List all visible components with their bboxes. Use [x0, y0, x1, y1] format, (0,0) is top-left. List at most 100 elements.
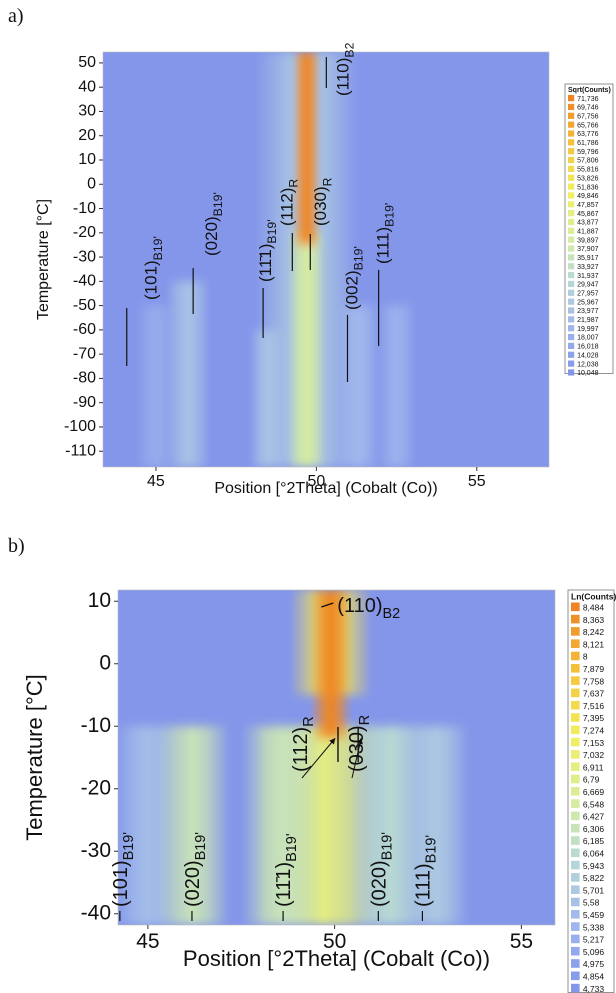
- peak-label-sub: B2: [342, 42, 356, 57]
- peak-label-text: (112): [290, 727, 312, 772]
- colorbar-label: 45,867: [577, 211, 599, 218]
- arrow: [351, 737, 363, 779]
- colorbar-swatch: [571, 688, 580, 698]
- y-tick-label: -90: [73, 394, 96, 411]
- colorbar-label: 6,064: [583, 848, 605, 858]
- x-axis-title: Position [°2Theta] (Cobalt (Co)): [214, 480, 437, 497]
- y-tick-label: -100: [64, 418, 96, 435]
- colorbar-swatch: [568, 218, 575, 226]
- colorbar-label: 61,786: [577, 140, 599, 147]
- peak-label-sub: B2: [383, 606, 401, 622]
- peak-label-sub: B19': [265, 219, 279, 243]
- colorbar-swatch: [571, 959, 580, 968]
- colorbar-swatch: [568, 325, 575, 332]
- colorbar-label: 12,038: [577, 361, 599, 368]
- panel-label: a): [8, 5, 24, 27]
- colorbar-label: 37,907: [577, 246, 599, 253]
- peak: [155, 726, 231, 925]
- colorbar-label: 27,957: [577, 290, 599, 297]
- colorbar-label: 7,274: [583, 725, 605, 735]
- peak-label-sub: R: [301, 716, 317, 726]
- peak-label: (020)B19': [202, 192, 225, 256]
- x-tick-label: 45: [136, 930, 159, 953]
- y-tick-label: 20: [78, 127, 96, 144]
- peak-label-sub: B19': [193, 832, 209, 861]
- colorbar-swatch: [568, 342, 575, 349]
- peak: [287, 232, 326, 467]
- peaks: [136, 52, 416, 467]
- colorbar-swatch: [571, 823, 580, 833]
- colorbar-swatch: [571, 762, 580, 772]
- colorbar-label: 4,733: [583, 984, 605, 993]
- y-tick-label: -40: [81, 901, 111, 924]
- peak-label: (11̄1)B19': [256, 219, 279, 282]
- x-tick-label: 45: [147, 473, 165, 490]
- colorbar-swatch: [571, 836, 580, 845]
- colorbar-label: 39,897: [577, 237, 599, 244]
- colorbar-label: 67,756: [577, 113, 599, 120]
- peak-label: (110)B2: [337, 595, 400, 622]
- peak: [310, 590, 352, 739]
- peaks: [118, 590, 470, 925]
- colorbar-swatch: [568, 112, 575, 119]
- colorbar-swatch: [571, 750, 580, 759]
- colorbar-swatch: [568, 280, 575, 288]
- peak-label-text: (101): [110, 860, 132, 907]
- colorbar-swatch: [568, 165, 575, 172]
- colorbar-swatch: [568, 254, 575, 261]
- colorbar-swatch: [568, 289, 575, 296]
- colorbar-label: 65,766: [577, 122, 599, 129]
- plot-frame: [102, 51, 550, 468]
- peak-label-text: (111): [374, 227, 393, 264]
- colorbar-swatch: [571, 639, 580, 649]
- colorbar-swatch: [571, 848, 580, 858]
- peak-label-sub: B19': [211, 192, 225, 216]
- colorbar-swatch: [571, 885, 580, 895]
- y-tick-label: -110: [65, 442, 96, 459]
- x-tick-label: 50: [323, 930, 346, 953]
- peak-label: (002)B19': [342, 246, 365, 310]
- colorbar-title: Ln(Counts): [571, 592, 616, 602]
- colorbar-label: 5,459: [583, 910, 605, 920]
- colorbar-label: 8: [583, 652, 588, 662]
- y-tick-label: -30: [73, 248, 96, 265]
- colorbar-swatch: [568, 156, 575, 164]
- colorbar-swatch: [568, 272, 575, 279]
- arrow: [301, 738, 336, 779]
- colorbar-swatch: [568, 227, 575, 234]
- colorbar-swatch: [571, 983, 580, 993]
- colorbar-swatch: [568, 130, 575, 137]
- y-tick-label: 40: [78, 78, 96, 95]
- panel-label: b): [8, 535, 25, 557]
- peak-label: (030)R: [311, 177, 334, 226]
- peak-label: (020)B19': [368, 832, 395, 907]
- colorbar-label: 7,395: [583, 713, 605, 723]
- y-tick-label: -50: [73, 297, 96, 314]
- colorbar-label: 55,816: [577, 167, 599, 174]
- colorbar-label: 63,776: [577, 131, 599, 138]
- peak-label-text: (111): [412, 863, 434, 907]
- colorbar-swatch: [571, 910, 580, 919]
- colorbar-label: 18,007: [577, 335, 599, 342]
- peak-label: (11̄1)B19': [273, 833, 300, 907]
- peak-label: (101)B19': [110, 832, 137, 907]
- colorbar-label: 7,879: [583, 664, 605, 674]
- colorbar-swatch: [571, 934, 580, 944]
- colorbar-swatch: [568, 139, 575, 146]
- colorbar-swatch: [568, 369, 575, 376]
- colorbar-swatch: [568, 245, 575, 252]
- peak: [335, 305, 381, 467]
- peak-label-sub: R: [286, 179, 300, 188]
- colorbar-label: 43,877: [577, 220, 599, 227]
- y-axis-title: Temperature [°C]: [35, 199, 52, 320]
- colorbar-label: 6,306: [583, 824, 605, 834]
- heatmap: [136, 52, 416, 467]
- y-tick-label: 50: [78, 54, 96, 71]
- colorbar-label: 41,887: [577, 229, 599, 236]
- colorbar-label: 53,826: [577, 175, 599, 182]
- colorbar-swatch: [568, 148, 575, 155]
- colorbar-label: 51,836: [577, 184, 599, 191]
- colorbar-swatch: [571, 676, 580, 685]
- colorbar-label: 6,911: [583, 762, 604, 772]
